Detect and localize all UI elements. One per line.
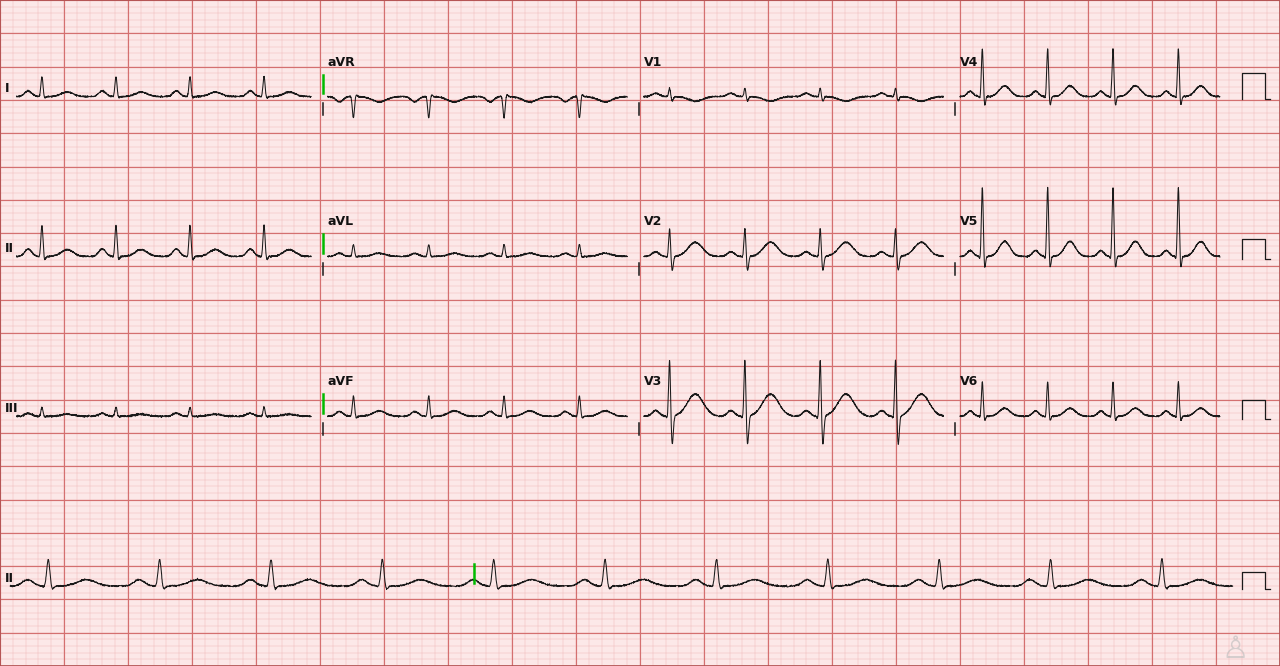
Text: aVR: aVR [328,55,356,69]
Text: V3: V3 [644,375,662,388]
Text: aVL: aVL [328,215,353,228]
Text: V4: V4 [960,55,978,69]
Text: ♙: ♙ [1221,635,1249,664]
Text: aVF: aVF [328,375,355,388]
Text: V2: V2 [644,215,662,228]
Text: V6: V6 [960,375,978,388]
Text: II: II [5,571,14,585]
Text: III: III [5,402,19,415]
Text: V5: V5 [960,215,978,228]
Text: I: I [5,82,10,95]
Text: II: II [5,242,14,255]
Text: V1: V1 [644,55,662,69]
